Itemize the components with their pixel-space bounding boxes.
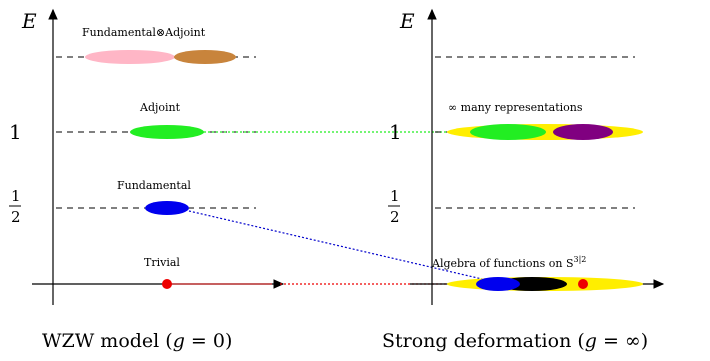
algebra-red-dot — [578, 279, 588, 289]
adjoint-green-ellipse — [130, 125, 204, 139]
many-reps-purple-ellipse — [553, 124, 613, 140]
left-level-half-numerator: 1 — [11, 187, 21, 205]
fundamental-adjoint-label: Fundamental⊗Adjoint — [82, 26, 206, 39]
fundamental-blue-ellipse — [145, 201, 189, 215]
left-level-one-label: 1 — [9, 120, 22, 144]
left-panel: E 1 1 2 Fundamental⊗Adjoint Adjoint Fund… — [9, 8, 285, 352]
algebra-label: Algebra of functions on S3|2 — [431, 255, 586, 270]
right-level-half-numerator: 1 — [390, 187, 400, 205]
trivial-red-dot — [162, 279, 172, 289]
right-axis-label: E — [399, 9, 415, 33]
left-caption: WZW model (g = 0) — [42, 330, 232, 352]
fundamental-adjoint-brown-ellipse — [174, 50, 236, 64]
many-reps-label: ∞ many representations — [448, 101, 583, 114]
left-level-half-denominator: 2 — [11, 208, 21, 226]
fundamental-connector — [188, 210, 496, 283]
adjoint-label: Adjoint — [139, 101, 181, 114]
fundamental-label: Fundamental — [117, 179, 191, 192]
right-level-half-denominator: 2 — [390, 208, 400, 226]
trivial-label: Trivial — [144, 256, 180, 269]
right-caption: Strong deformation (g = ∞) — [382, 330, 648, 352]
algebra-blue-ellipse — [476, 277, 520, 291]
fundamental-adjoint-pink-ellipse — [85, 50, 175, 64]
left-axis-label: E — [21, 9, 37, 33]
right-panel: E 1 1 2 ∞ many representations Algebra o… — [382, 8, 665, 352]
right-level-one-label: 1 — [389, 120, 402, 144]
many-reps-green-ellipse — [470, 124, 546, 140]
